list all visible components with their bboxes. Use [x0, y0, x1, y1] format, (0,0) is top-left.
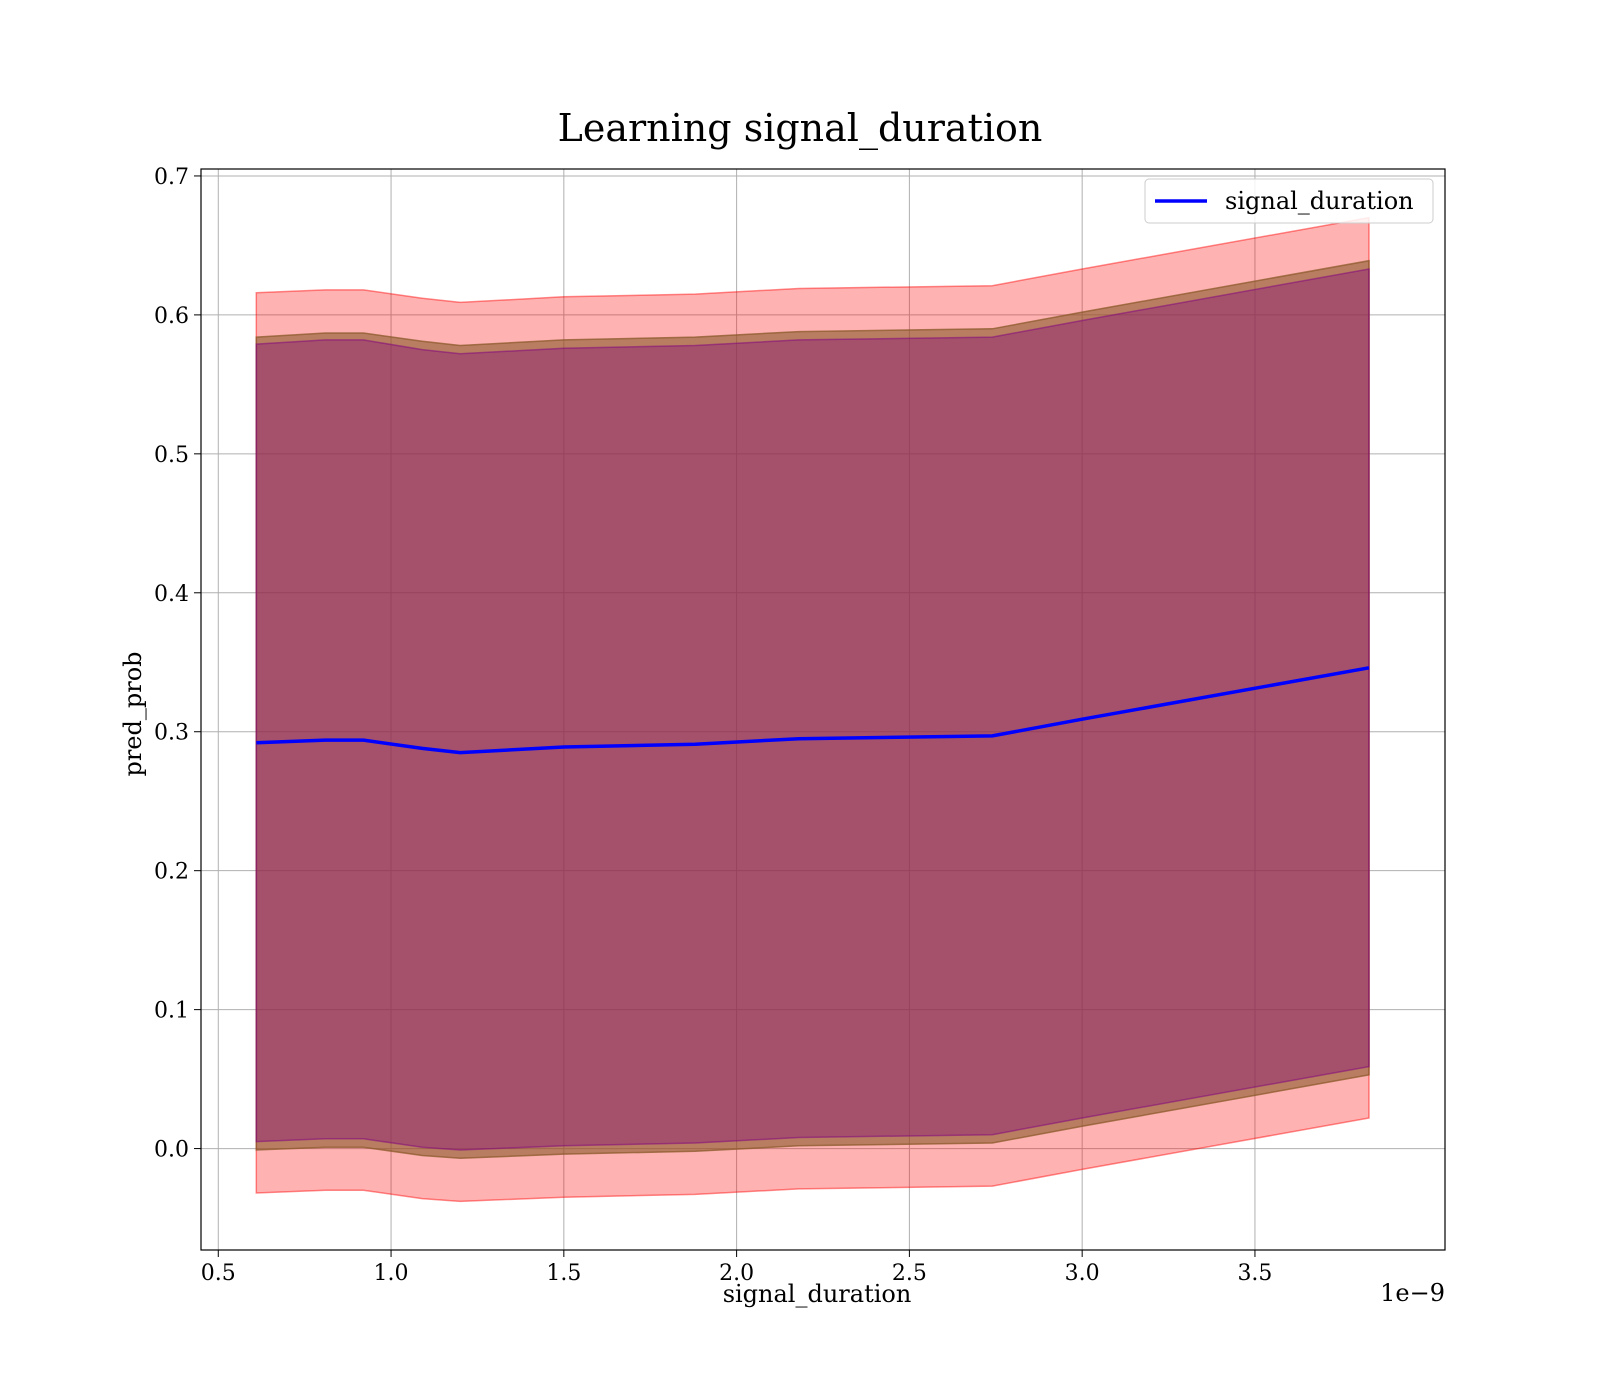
legend-label-signal_duration: signal_duration [1225, 187, 1414, 215]
axis-ticks: 0.5 1.0 1.5 2.0 2.5 3.0 3.5 0.0 0.1 0.2 0.3 0.4 0.5 0… [154, 165, 1272, 1286]
x-tick-label-4: 2.5 [892, 1261, 927, 1286]
y-tick-label-2: 0.2 [154, 860, 189, 885]
x-tick-label-3: 2.0 [719, 1261, 754, 1286]
y-tick-label-6: 0.6 [154, 304, 189, 329]
y-tick-label-7: 0.7 [154, 165, 189, 190]
y-tick-label-0: 0.0 [154, 1138, 189, 1163]
y-tick-label-1: 0.1 [154, 999, 189, 1024]
plot-frame [200, 168, 1446, 1251]
x-tick-label-1: 1.0 [374, 1261, 409, 1286]
legend-box [1144, 178, 1434, 224]
series-lines [256, 666, 1370, 755]
y-tick-label-5: 0.5 [154, 443, 189, 468]
y-tick-label-4: 0.4 [154, 582, 189, 607]
series-line-signal_duration [256, 666, 1370, 755]
confidence-band-2 [255, 268, 1370, 1151]
confidence-bands [255, 216, 1370, 1203]
chart-title: Learning signal_duration [558, 106, 1043, 151]
x-tick-label-6: 3.5 [1237, 1261, 1272, 1286]
x-tick-label-5: 3.0 [1065, 1261, 1100, 1286]
x-axis-offset-label: 1e−9 [1380, 1279, 1445, 1307]
x-tick-label-2: 1.5 [546, 1261, 581, 1286]
legend: signal_duration [1144, 178, 1434, 224]
y-axis-label: pred_prob [119, 651, 147, 776]
confidence-band-1 [255, 259, 1370, 1160]
x-tick-label-0: 0.5 [201, 1261, 236, 1286]
y-tick-label-3: 0.3 [154, 721, 189, 746]
x-axis-label: signal_duration [723, 1280, 912, 1308]
